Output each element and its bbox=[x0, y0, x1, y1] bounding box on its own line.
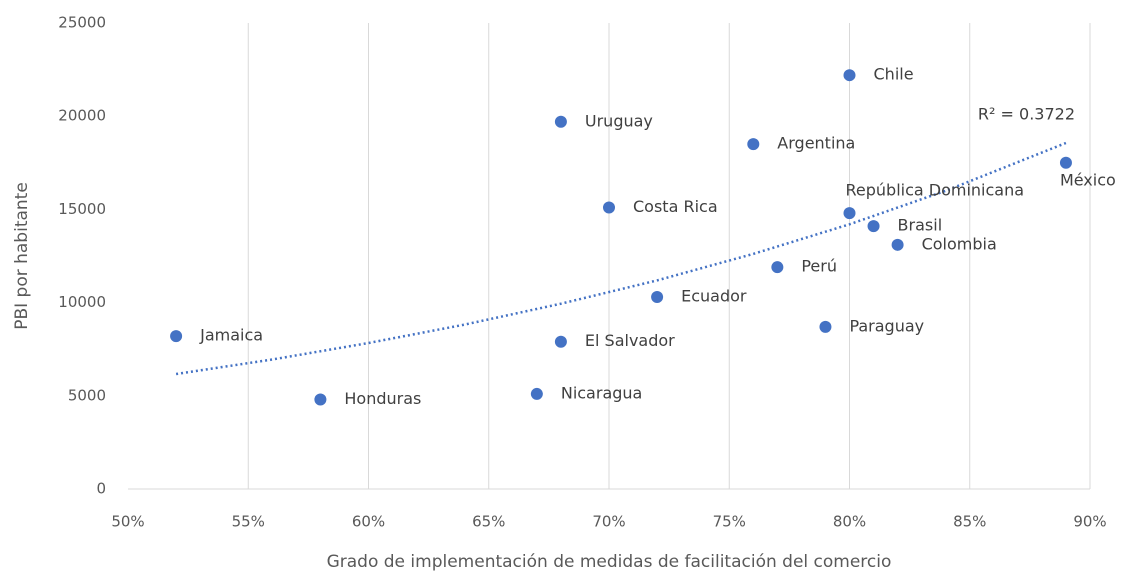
point-label: Perú bbox=[801, 257, 837, 276]
point-label: México bbox=[1060, 170, 1116, 189]
x-tick-label: 50% bbox=[111, 513, 144, 531]
point bbox=[843, 207, 856, 220]
x-tick-label: 85% bbox=[953, 513, 986, 531]
point bbox=[603, 201, 615, 214]
y-tick-label: 10000 bbox=[58, 293, 106, 311]
point bbox=[170, 330, 183, 343]
point-label: República Dominicana bbox=[846, 181, 1025, 200]
x-tick-label: 65% bbox=[472, 513, 505, 531]
x-tick-label: 60% bbox=[352, 513, 385, 531]
point bbox=[843, 69, 856, 82]
point-label: Colombia bbox=[922, 234, 997, 253]
y-tick-label: 0 bbox=[96, 480, 106, 498]
y-tick-label: 15000 bbox=[58, 200, 106, 218]
point bbox=[530, 387, 543, 400]
point bbox=[314, 393, 327, 406]
point-label: El Salvador bbox=[585, 331, 675, 350]
y-tick-label: 25000 bbox=[58, 14, 106, 32]
point-label: Costa Rica bbox=[633, 197, 718, 216]
point bbox=[554, 115, 567, 128]
point bbox=[891, 238, 904, 251]
point-label: Brasil bbox=[898, 216, 943, 235]
x-tick-label: 75% bbox=[713, 513, 746, 531]
point bbox=[554, 335, 567, 348]
x-tick-label: 55% bbox=[232, 513, 265, 531]
point bbox=[1059, 156, 1072, 169]
point-label: Uruguay bbox=[585, 111, 653, 130]
trendline bbox=[175, 141, 1067, 376]
point-label: Nicaragua bbox=[561, 383, 643, 402]
y-tick-label: 5000 bbox=[68, 386, 106, 404]
x-tick-label: 80% bbox=[833, 513, 866, 531]
point-label: Chile bbox=[874, 65, 914, 84]
point-label: Honduras bbox=[344, 389, 421, 408]
x-axis-title: Grado de implementación de medidas de fa… bbox=[327, 552, 892, 572]
r-squared-label: R² = 0.3722 bbox=[978, 105, 1075, 124]
point bbox=[867, 220, 880, 233]
x-tick-label: 90% bbox=[1073, 513, 1106, 531]
point bbox=[747, 138, 760, 151]
point-label: Jamaica bbox=[199, 326, 263, 345]
y-tick-label: 20000 bbox=[58, 107, 106, 125]
point bbox=[651, 291, 664, 304]
y-axis-title: PBI por habitante bbox=[12, 182, 32, 330]
x-tick-label: 70% bbox=[592, 513, 625, 531]
point-label: Paraguay bbox=[849, 316, 924, 335]
point bbox=[771, 261, 784, 274]
point-label: Ecuador bbox=[681, 287, 747, 306]
point-label: Argentina bbox=[777, 134, 855, 153]
point bbox=[819, 320, 832, 333]
